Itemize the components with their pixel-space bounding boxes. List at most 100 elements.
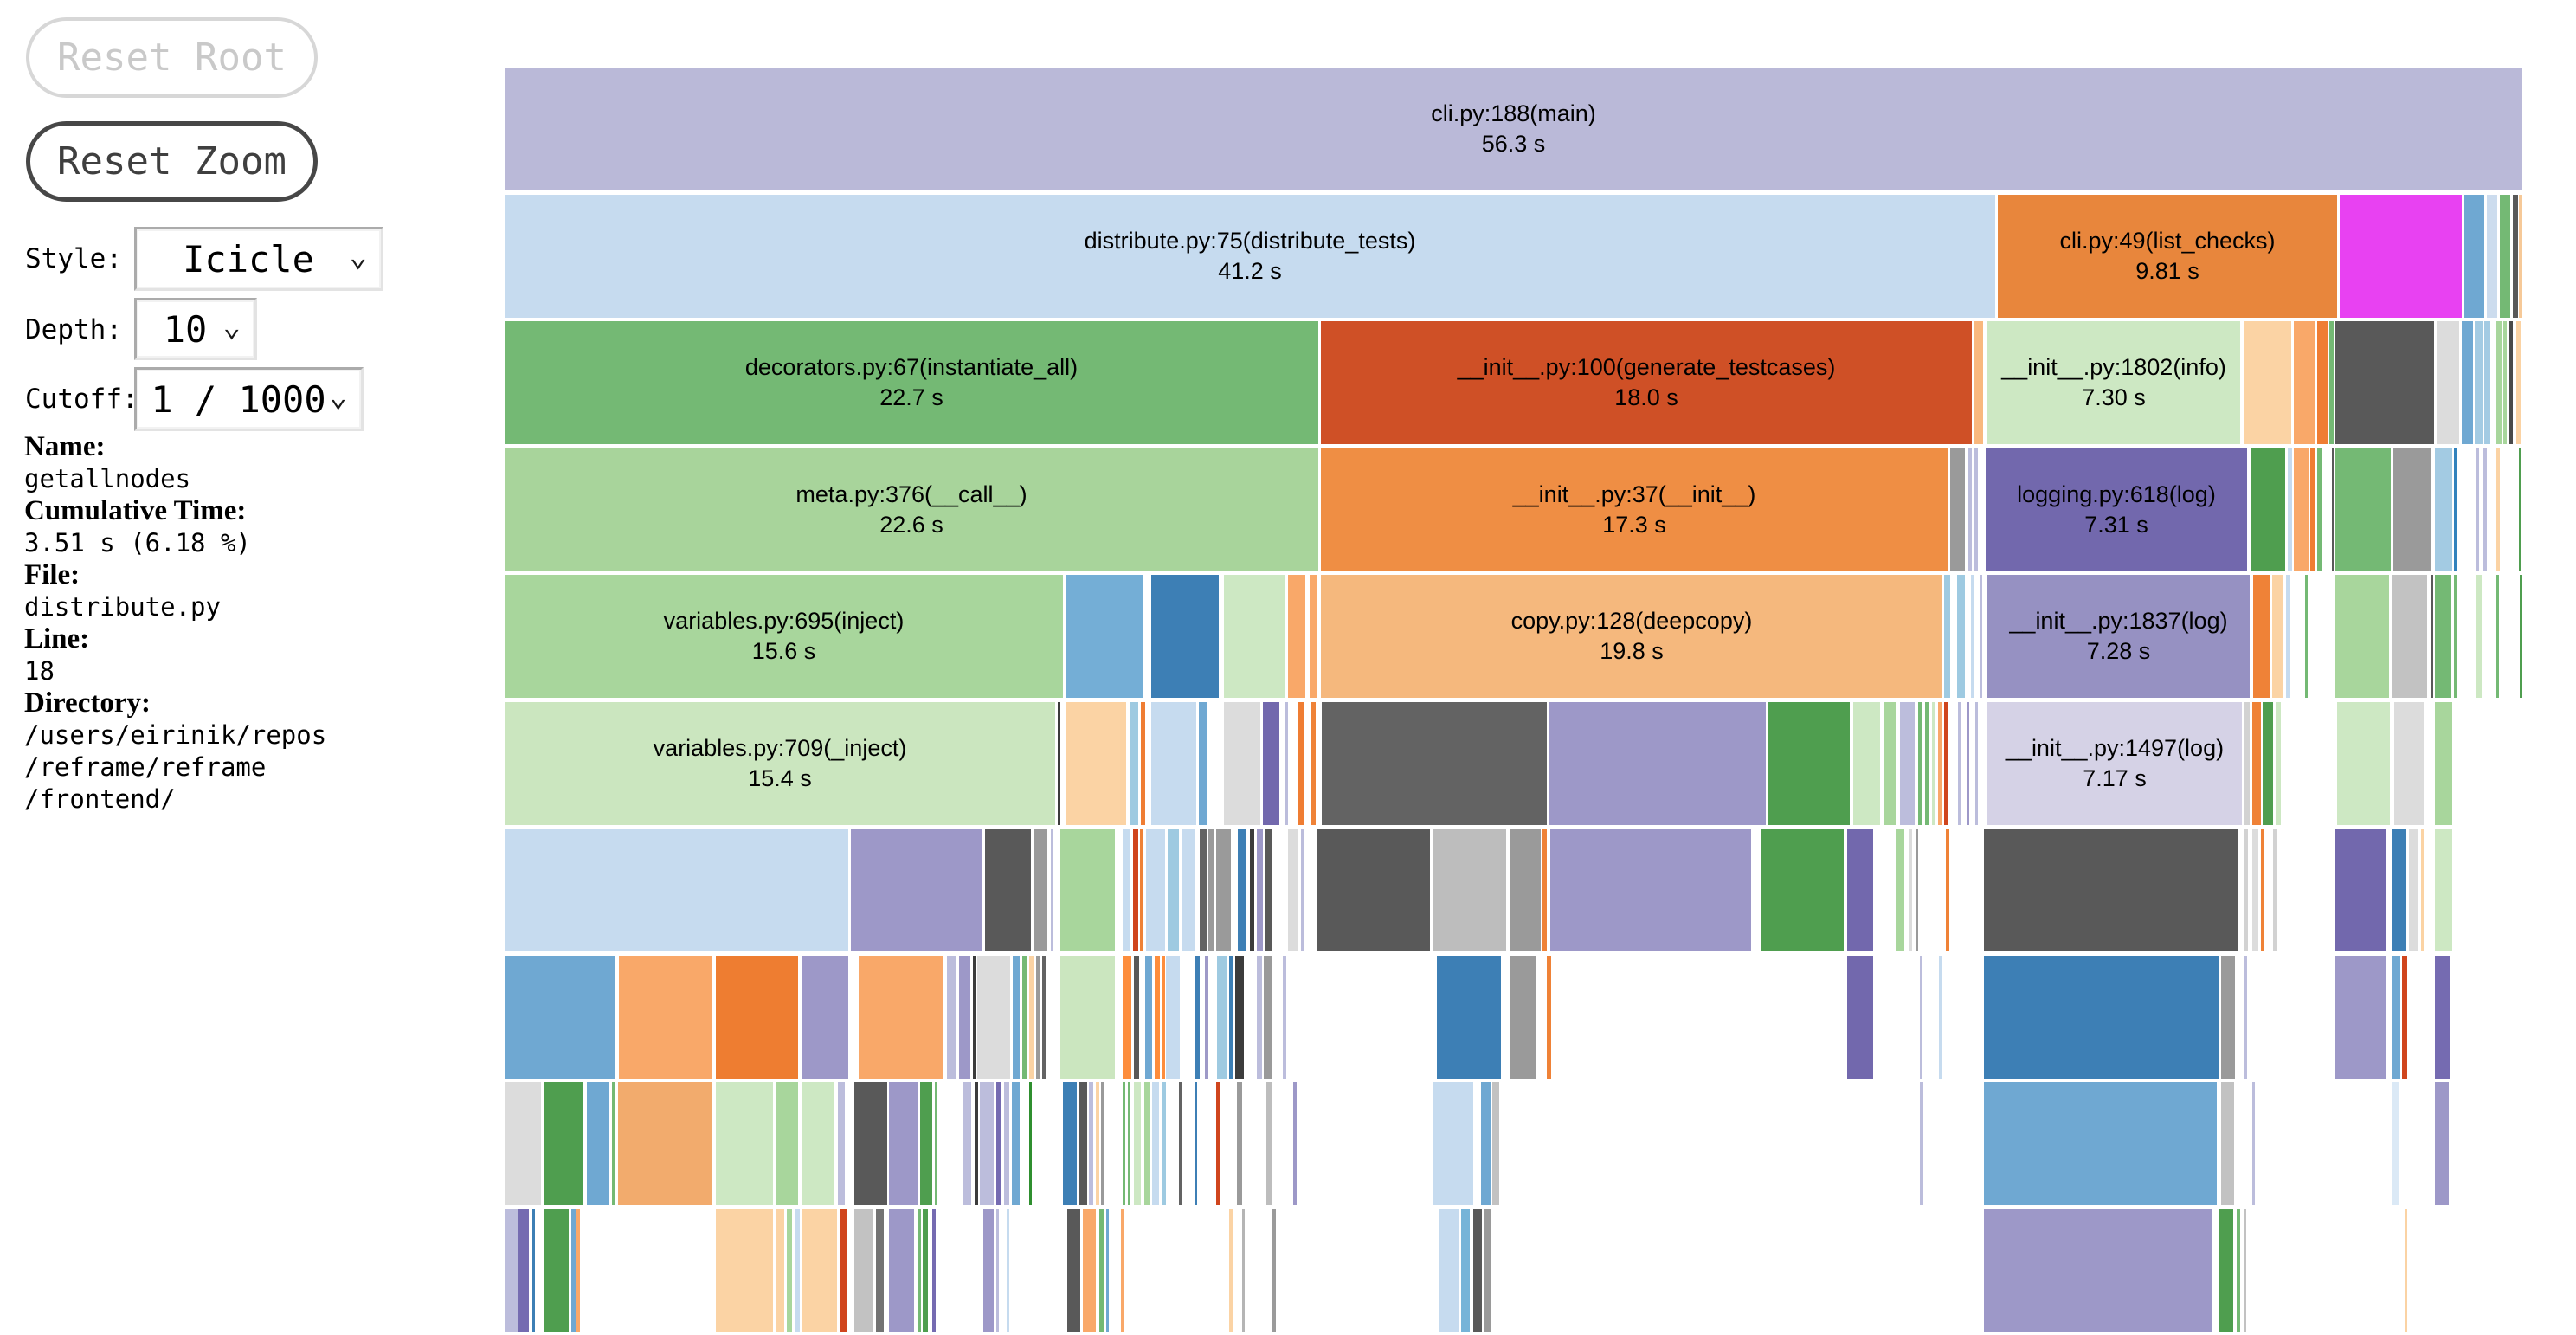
icicle-cell[interactable] <box>2509 321 2513 444</box>
icicle-cell[interactable] <box>1549 701 1766 825</box>
cutoff-select[interactable]: 1 / 1000 ⌄ <box>134 367 364 431</box>
icicle-cell[interactable] <box>544 1209 569 1332</box>
icicle-cell[interactable] <box>1060 829 1115 951</box>
icicle-cell[interactable] <box>1123 955 1131 1079</box>
icicle-cell[interactable] <box>1242 1209 1245 1332</box>
icicle-cell[interactable] <box>802 1082 834 1205</box>
icicle-cell[interactable] <box>1195 955 1200 1079</box>
icicle-cell[interactable] <box>1200 829 1207 951</box>
icicle-cell[interactable] <box>932 1209 936 1332</box>
icicle-cell[interactable] <box>851 829 982 951</box>
icicle-cell[interactable] <box>1162 1082 1166 1205</box>
icicle-cell[interactable] <box>1199 701 1208 825</box>
icicle-cell[interactable] <box>576 1209 580 1332</box>
icicle-cell[interactable] <box>1022 955 1027 1079</box>
icicle-cell[interactable]: decorators.py:67(instantiate_all) 22.7 s <box>505 321 1318 444</box>
icicle-cell[interactable] <box>1974 321 1983 444</box>
icicle-cell[interactable] <box>1140 829 1143 951</box>
icicle-cell[interactable] <box>1984 829 2238 951</box>
icicle-cell[interactable] <box>996 1082 1001 1205</box>
icicle-cell[interactable] <box>1063 1082 1077 1205</box>
icicle-cell[interactable] <box>802 1209 837 1332</box>
icicle-cell[interactable] <box>2286 575 2290 698</box>
icicle-cell[interactable] <box>996 1209 999 1332</box>
icicle-cell[interactable] <box>1293 1082 1297 1205</box>
icicle-cell[interactable] <box>1884 701 1896 825</box>
icicle-cell[interactable] <box>1909 829 1912 951</box>
icicle-cell[interactable]: variables.py:709(_inject) 15.4 s <box>505 701 1055 825</box>
icicle-cell[interactable]: cli.py:188(main) 56.3 s <box>505 68 2522 190</box>
icicle-cell[interactable] <box>802 955 848 1079</box>
icicle-cell[interactable] <box>1266 1082 1272 1205</box>
icicle-cell[interactable] <box>787 1209 792 1332</box>
icicle-cell[interactable] <box>1066 575 1143 698</box>
icicle-cell[interactable] <box>2335 575 2389 698</box>
icicle-cell[interactable] <box>1967 701 1969 825</box>
icicle-cell[interactable] <box>980 1082 994 1205</box>
icicle-cell[interactable] <box>2392 1082 2399 1205</box>
icicle-cell[interactable] <box>716 1082 773 1205</box>
icicle-cell[interactable] <box>1542 829 1547 951</box>
icicle-cell[interactable] <box>1123 829 1130 951</box>
icicle-cell[interactable] <box>2496 321 2502 444</box>
icicle-cell[interactable] <box>2435 448 2452 571</box>
icicle-cell[interactable] <box>1298 701 1304 825</box>
icicle-cell[interactable] <box>1550 829 1751 951</box>
icicle-cell[interactable] <box>618 1082 712 1205</box>
icicle-cell[interactable] <box>2340 194 2462 318</box>
icicle-cell[interactable] <box>2317 321 2328 444</box>
icicle-cell[interactable] <box>2483 448 2487 571</box>
icicle-cell[interactable] <box>1310 575 1317 698</box>
icicle-cell[interactable] <box>1984 1209 2212 1332</box>
icicle-cell[interactable] <box>2252 701 2261 825</box>
icicle-cell[interactable] <box>2263 701 2273 825</box>
icicle-cell[interactable] <box>1288 575 1305 698</box>
icicle-cell[interactable] <box>2476 575 2482 698</box>
icicle-cell[interactable] <box>1932 701 1935 825</box>
icicle-cell[interactable] <box>1950 448 1965 571</box>
icicle-cell[interactable] <box>2273 829 2277 951</box>
icicle-cell[interactable] <box>1944 575 1950 698</box>
icicle-cell[interactable] <box>859 955 943 1079</box>
icicle-cell[interactable] <box>1272 1209 1276 1332</box>
icicle-cell[interactable] <box>1847 829 1873 951</box>
icicle-cell[interactable] <box>2500 194 2510 318</box>
icicle-cell[interactable] <box>2516 321 2521 444</box>
icicle-cell[interactable] <box>776 1082 798 1205</box>
icicle-cell[interactable] <box>532 1209 535 1332</box>
icicle-cell[interactable] <box>505 1082 541 1205</box>
icicle-cell[interactable] <box>2244 701 2250 825</box>
icicle-cell[interactable] <box>1060 955 1115 1079</box>
icicle-cell[interactable] <box>985 829 1031 951</box>
icicle-cell[interactable] <box>2272 575 2283 698</box>
icicle-cell[interactable] <box>2454 448 2457 571</box>
icicle-cell[interactable] <box>975 1082 978 1205</box>
icicle-cell[interactable] <box>1195 1082 1197 1205</box>
icicle-cell[interactable] <box>1250 829 1254 951</box>
icicle-cell[interactable] <box>1067 1209 1080 1332</box>
icicle-cell[interactable] <box>1079 1082 1087 1205</box>
icicle-cell[interactable]: __init__.py:1802(info) 7.30 s <box>1987 321 2240 444</box>
icicle-cell[interactable] <box>1058 701 1060 825</box>
icicle-cell[interactable] <box>2394 701 2424 825</box>
icicle-cell[interactable] <box>2244 829 2248 951</box>
icicle-cell[interactable] <box>1224 701 1260 825</box>
icicle-cell[interactable] <box>2221 955 2235 1079</box>
icicle-cell[interactable] <box>1051 829 1053 951</box>
icicle-cell[interactable]: __init__.py:1497(log) 7.17 s <box>1987 701 2242 825</box>
icicle-cell[interactable] <box>1166 955 1180 1079</box>
icicle-cell[interactable] <box>1216 1082 1220 1205</box>
icicle-cell[interactable] <box>2317 448 2322 571</box>
icicle-cell[interactable] <box>2337 701 2390 825</box>
icicle-cell[interactable] <box>1235 955 1244 1079</box>
icicle-cell[interactable] <box>1134 955 1139 1079</box>
icicle-cell[interactable] <box>1301 829 1304 951</box>
icicle-cell[interactable]: meta.py:376(__call__) 22.6 s <box>505 448 1318 571</box>
icicle-cell[interactable] <box>2435 701 2452 825</box>
icicle-cell[interactable] <box>2513 194 2518 318</box>
icicle-cell[interactable] <box>2392 955 2400 1079</box>
icicle-cell[interactable] <box>1257 955 1262 1079</box>
icicle-cell[interactable] <box>1155 955 1160 1079</box>
icicle-cell[interactable] <box>1317 829 1430 951</box>
icicle-cell[interactable] <box>2431 575 2433 698</box>
